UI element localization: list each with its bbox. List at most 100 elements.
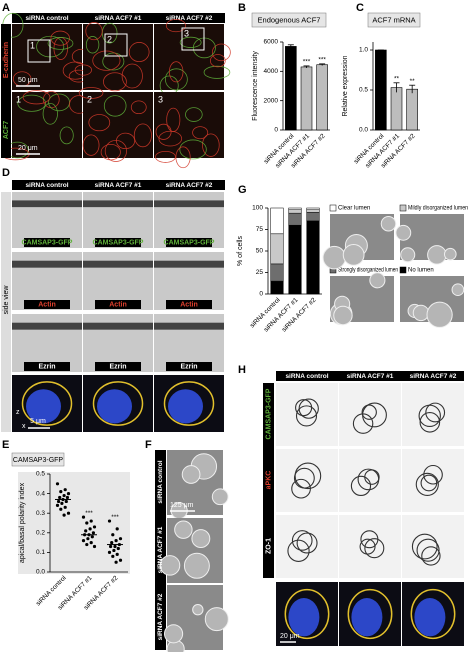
scale-label: 20 μm (18, 145, 38, 152)
cell-outline (103, 95, 127, 117)
y-tick-label: 0.2 (36, 530, 45, 537)
nucleus (97, 389, 132, 424)
point (63, 488, 67, 492)
cyst (426, 301, 453, 328)
scale-label: 5 μm (30, 418, 46, 425)
cell-outline (85, 36, 100, 54)
cell-outline (352, 413, 374, 434)
point (88, 527, 92, 531)
panel-label: F (145, 439, 152, 451)
point (63, 505, 67, 509)
label-strip (1, 192, 11, 432)
cyst (412, 304, 430, 322)
point (81, 515, 86, 519)
y-tick-label: 0.5 (36, 471, 45, 478)
y-axis-label: apical/basal polarity index (19, 482, 26, 563)
band (12, 200, 82, 208)
point (86, 537, 90, 541)
point (64, 499, 68, 504)
cyst (183, 552, 210, 579)
cell-outline (115, 132, 136, 150)
cell-outline (130, 100, 147, 115)
cell-outline (78, 87, 104, 99)
y-tick-label: 100 (252, 205, 263, 212)
label-bg (166, 300, 212, 309)
cyst (211, 488, 229, 506)
title-box (367, 12, 421, 28)
cell-outline (104, 139, 128, 162)
label-strip (155, 450, 166, 650)
cell-outline (419, 411, 441, 433)
y-axis-label: Fluorescence intensity (252, 51, 259, 121)
point (92, 544, 97, 549)
inset-number: 2 (87, 94, 92, 104)
column-header: siRNA ACF7 #1 (95, 182, 142, 189)
bar-segment (306, 209, 320, 213)
band (154, 200, 224, 208)
micrograph (339, 449, 401, 512)
point (55, 482, 60, 486)
bar-segment (288, 209, 302, 214)
channel-label: Ezrin (38, 363, 55, 370)
cell-outline (415, 472, 439, 496)
panel-label: H (238, 364, 246, 376)
y-tick-label: 6000 (264, 39, 279, 46)
cortex (21, 381, 73, 426)
x-tick-label: siRNA ACF7 #2 (281, 296, 318, 333)
cell-outline (421, 546, 441, 566)
cell-outline (17, 94, 46, 112)
channel-label: CAMSAP3-GFP (22, 239, 73, 246)
row-label: siRNA ACF7 #1 (157, 526, 164, 573)
column-header: siRNA ACF7 #1 (95, 15, 142, 22)
title-box (11, 452, 65, 467)
nucleus (168, 389, 203, 424)
bar (406, 88, 418, 131)
micrograph (339, 515, 401, 578)
cell-outline (185, 107, 203, 122)
cell-outline (47, 37, 74, 50)
cell-outline (82, 134, 100, 156)
bar-segment (288, 224, 302, 295)
point (85, 521, 89, 525)
cyst (369, 272, 386, 289)
cyst (191, 529, 211, 549)
legend-label: Clear lumen (338, 206, 370, 212)
significance: *** (85, 510, 93, 517)
row-label: siRNA control (157, 460, 164, 503)
y-tick-label: 0 (259, 291, 263, 298)
channel-label: aPKC (265, 471, 272, 490)
cell-outline (59, 126, 74, 145)
cell-outline (209, 54, 226, 68)
channel-label: E-cadherin (3, 42, 10, 78)
y-tick-label: 0.1 (36, 549, 45, 556)
point (65, 495, 69, 500)
cortex (163, 381, 215, 426)
axis-letter: z (16, 409, 20, 416)
cyst (380, 215, 397, 232)
chart-title: ACF7 mRNA (372, 15, 415, 24)
point (116, 546, 120, 551)
cell-outline (158, 130, 183, 147)
column-header: siRNA ACF7 #1 (347, 373, 394, 380)
cyst (451, 283, 465, 297)
channel-label: CAMSAP3-GFP (93, 239, 144, 246)
point (113, 544, 117, 549)
significance: *** (318, 57, 326, 64)
point (58, 495, 62, 500)
band (83, 260, 153, 268)
y-axis-label: Relative expression (342, 55, 349, 116)
label-bg (95, 300, 141, 309)
significance: ** (410, 78, 416, 85)
band (12, 260, 82, 268)
nucleus (414, 598, 446, 637)
view-label: side view (3, 285, 10, 315)
point (115, 552, 119, 556)
band (154, 322, 224, 330)
cell-outline (203, 65, 231, 79)
point (118, 558, 123, 562)
plot-background (18, 472, 130, 574)
bar (390, 87, 403, 131)
legend-label: No lumen (408, 268, 434, 274)
inset-number: 2 (107, 34, 112, 44)
y-tick-label: 0.0 (359, 127, 368, 134)
